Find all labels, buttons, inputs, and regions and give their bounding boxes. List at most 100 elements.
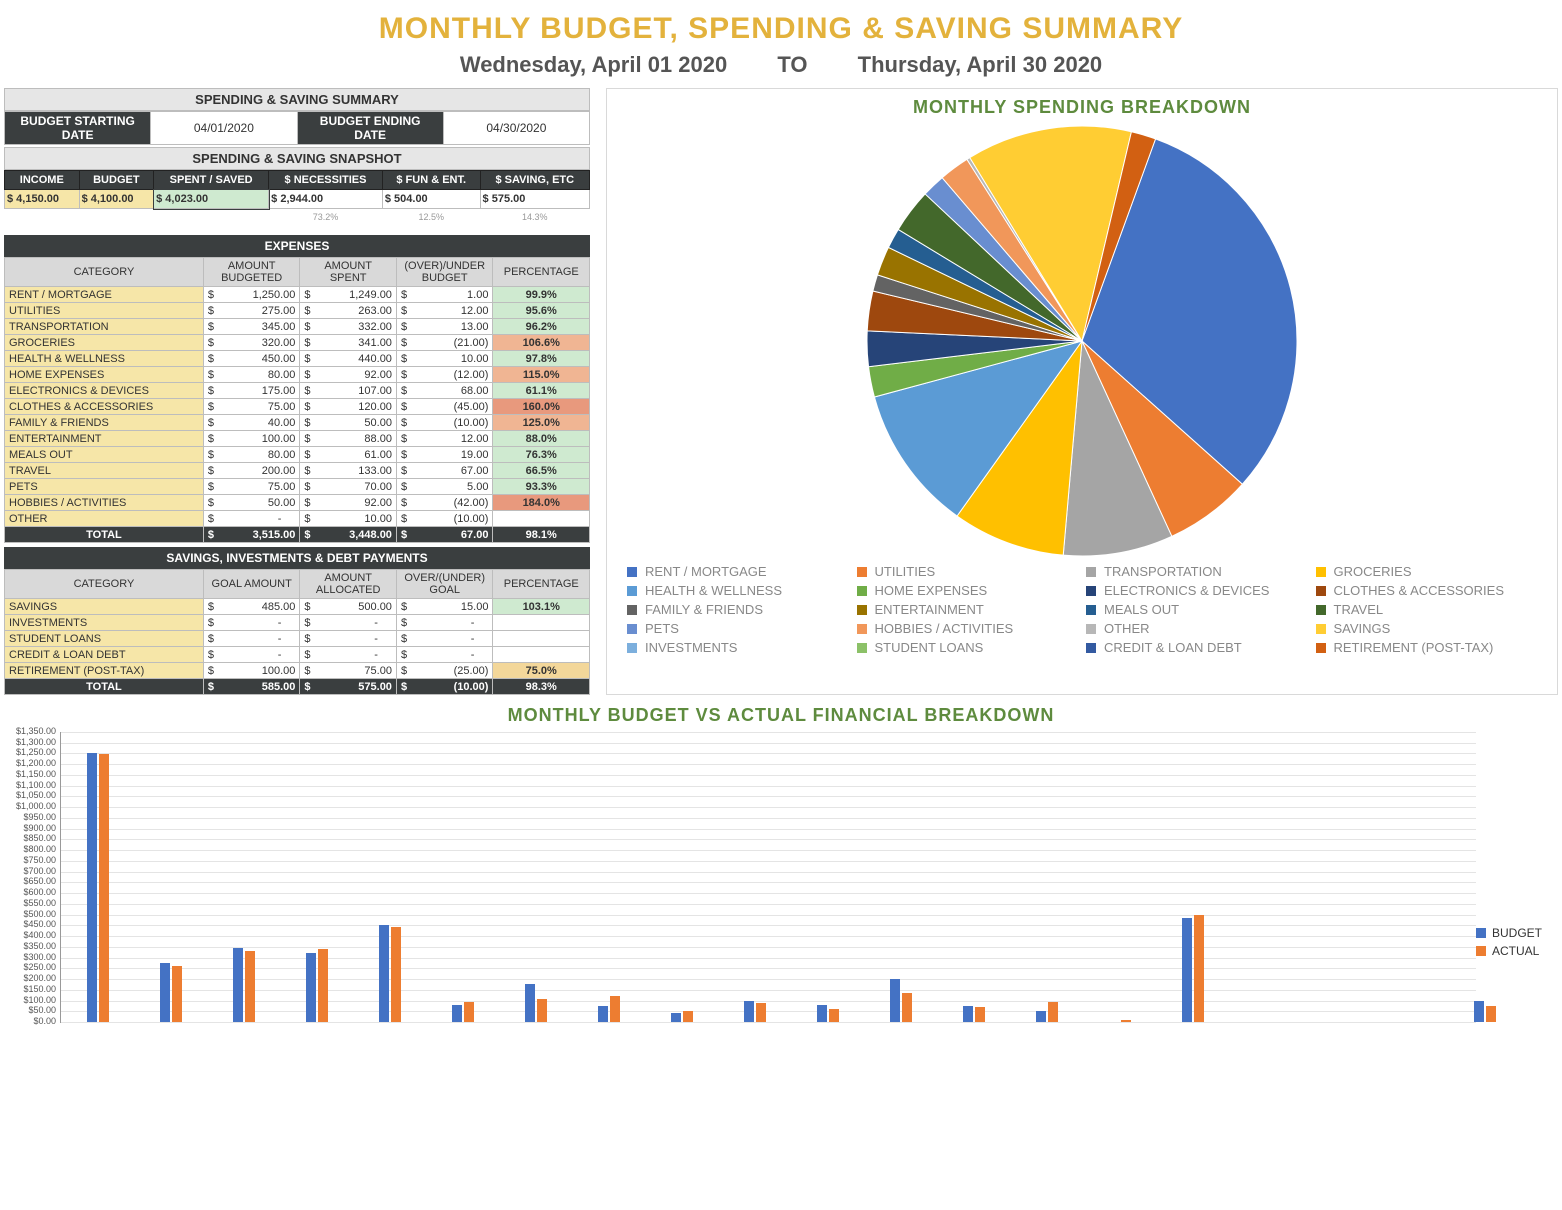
legend-label: MEALS OUT (1104, 602, 1179, 617)
table-row: HEALTH & WELLNESS$450.00$440.00$10.0097.… (5, 351, 590, 367)
snapshot-col: $ NECESSITIES (269, 171, 383, 190)
legend-swatch-budget (1476, 928, 1486, 938)
legend-label-budget: BUDGET (1492, 926, 1542, 940)
legend-label: CLOTHES & ACCESSORIES (1334, 583, 1505, 598)
legend-label: PETS (645, 621, 679, 636)
table-row: ENTERTAINMENT$100.00$88.00$12.0088.0% (5, 431, 590, 447)
legend-swatch (1086, 624, 1096, 634)
snapshot-subpct (79, 209, 154, 226)
legend-label: HOME EXPENSES (875, 583, 988, 598)
expenses-table: CATEGORYAMOUNTBUDGETEDAMOUNTSPENT(OVER)/… (4, 257, 590, 543)
table-row: MEALS OUT$80.00$61.00$19.0076.3% (5, 447, 590, 463)
pie-panel: MONTHLY SPENDING BREAKDOWN RENT / MORTGA… (606, 88, 1558, 695)
bar-actual (318, 949, 328, 1022)
bar-actual (829, 1009, 839, 1022)
table-row: TRANSPORTATION$345.00$332.00$13.0096.2% (5, 319, 590, 335)
legend-label: CREDIT & LOAN DEBT (1104, 640, 1242, 655)
legend-item: HEALTH & WELLNESS (627, 583, 849, 598)
legend-label: HEALTH & WELLNESS (645, 583, 782, 598)
legend-label: INVESTMENTS (645, 640, 737, 655)
snapshot-value: $ 4,150.00 (5, 190, 80, 209)
legend-item: CREDIT & LOAN DEBT (1086, 640, 1308, 655)
snapshot-col: INCOME (5, 171, 80, 190)
bar-budget (744, 1001, 754, 1022)
legend-item: SAVINGS (1316, 621, 1538, 636)
bar-actual (902, 993, 912, 1022)
bar-budget (233, 948, 243, 1022)
bar-budget (598, 1006, 608, 1022)
legend-label: TRANSPORTATION (1104, 564, 1222, 579)
table-col: (OVER)/UNDERBUDGET (396, 258, 493, 287)
snapshot-value: $ 575.00 (480, 190, 589, 209)
bar-budget (1182, 918, 1192, 1022)
table-total-row: TOTAL$3,515.00$3,448.00$67.0098.1% (5, 527, 590, 543)
legend-swatch (1316, 586, 1326, 596)
bar-section: MONTHLY BUDGET VS ACTUAL FINANCIAL BREAK… (0, 705, 1562, 1023)
legend-label: OTHER (1104, 621, 1150, 636)
table-row: GROCERIES$320.00$341.00$(21.00)106.6% (5, 335, 590, 351)
legend-label: FAMILY & FRIENDS (645, 602, 763, 617)
legend-swatch (627, 567, 637, 577)
table-row: HOBBIES / ACTIVITIES$50.00$92.00$(42.00)… (5, 495, 590, 511)
legend-item: HOBBIES / ACTIVITIES (857, 621, 1079, 636)
legend-swatch-actual (1476, 946, 1486, 956)
legend-label: ELECTRONICS & DEVICES (1104, 583, 1269, 598)
bar-actual (1121, 1020, 1131, 1022)
bar-actual (245, 951, 255, 1022)
legend-swatch (857, 624, 867, 634)
legend-label: GROCERIES (1334, 564, 1412, 579)
bar-actual (756, 1003, 766, 1022)
legend-label: ENTERTAINMENT (875, 602, 984, 617)
legend-item: STUDENT LOANS (857, 640, 1079, 655)
table-row: HOME EXPENSES$80.00$92.00$(12.00)115.0% (5, 367, 590, 383)
start-date-value: 04/01/2020 (151, 112, 297, 145)
legend-label: UTILITIES (875, 564, 936, 579)
legend-swatch (1316, 567, 1326, 577)
bar-budget (160, 963, 170, 1022)
snapshot-header: SPENDING & SAVING SNAPSHOT (4, 147, 590, 170)
spending-summary-header: SPENDING & SAVING SUMMARY (4, 88, 590, 111)
legend-swatch (1086, 605, 1096, 615)
legend-swatch (1086, 586, 1096, 596)
legend-item: RETIREMENT (POST-TAX) (1316, 640, 1538, 655)
snapshot-subpct: 14.3% (480, 209, 589, 226)
legend-item: TRAVEL (1316, 602, 1538, 617)
bar-budget (817, 1005, 827, 1022)
legend-swatch (857, 605, 867, 615)
bar-actual (99, 754, 109, 1022)
legend-swatch (1086, 567, 1096, 577)
legend-item: ELECTRONICS & DEVICES (1086, 583, 1308, 598)
legend-swatch (627, 586, 637, 596)
pie-chart (867, 126, 1297, 556)
table-row: FAMILY & FRIENDS$40.00$50.00$(10.00)125.… (5, 415, 590, 431)
budget-dates-row: BUDGET STARTING DATE 04/01/2020 BUDGET E… (4, 111, 590, 145)
page-title: MONTHLY BUDGET, SPENDING & SAVING SUMMAR… (0, 12, 1562, 46)
start-date-long: Wednesday, April 01 2020 (460, 52, 727, 77)
snapshot-col: $ SAVING, ETC (480, 171, 589, 190)
date-range: Wednesday, April 01 2020 TO Thursday, Ap… (0, 52, 1562, 78)
end-date-label: BUDGET ENDING DATE (297, 112, 443, 145)
legend-swatch (627, 624, 637, 634)
legend-swatch (627, 605, 637, 615)
table-row: TRAVEL$200.00$133.00$67.0066.5% (5, 463, 590, 479)
bar-budget (379, 925, 389, 1022)
savings-header: SAVINGS, INVESTMENTS & DEBT PAYMENTS (4, 547, 590, 569)
legend-item: CLOTHES & ACCESSORIES (1316, 583, 1538, 598)
legend-swatch (627, 643, 637, 653)
table-col: AMOUNTBUDGETED (203, 258, 300, 287)
end-date-long: Thursday, April 30 2020 (858, 52, 1103, 77)
table-row: OTHER$-$10.00$(10.00) (5, 511, 590, 527)
snapshot-subpct (154, 209, 269, 226)
legend-item: GROCERIES (1316, 564, 1538, 579)
savings-table: CATEGORYGOAL AMOUNTAMOUNTALLOCATEDOVER/(… (4, 569, 590, 695)
table-row: CREDIT & LOAN DEBT$-$-$- (5, 647, 590, 663)
legend-item: PETS (627, 621, 849, 636)
snapshot-table: INCOMEBUDGETSPENT / SAVED$ NECESSITIES$ … (4, 170, 590, 225)
legend-swatch (1316, 605, 1326, 615)
left-panel: SPENDING & SAVING SUMMARY BUDGET STARTIN… (4, 88, 590, 695)
bar-title: MONTHLY BUDGET VS ACTUAL FINANCIAL BREAK… (6, 705, 1556, 726)
table-row: ELECTRONICS & DEVICES$175.00$107.00$68.0… (5, 383, 590, 399)
legend-item: OTHER (1086, 621, 1308, 636)
bar-yaxis: $0.00$50.00$100.00$150.00$200.00$250.00$… (6, 726, 60, 1022)
bar-budget (963, 1006, 973, 1022)
